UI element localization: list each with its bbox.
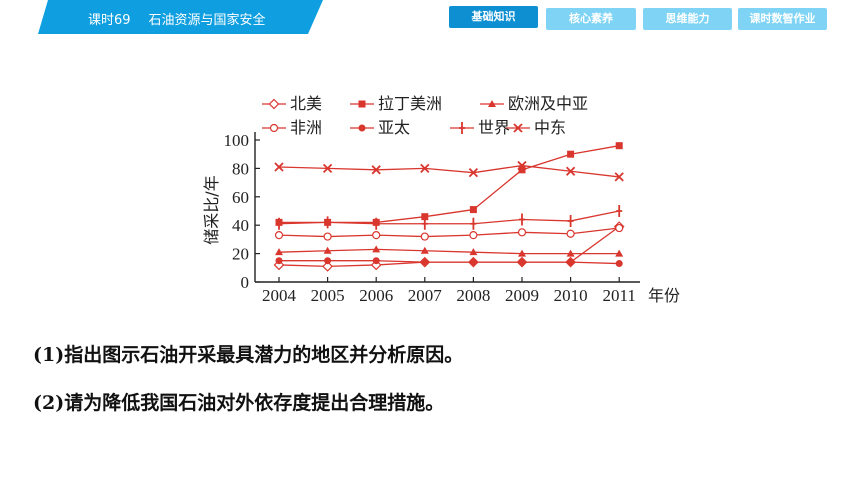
nav-homework-button[interactable]: 课时数智作业 [738, 8, 827, 30]
data-point [615, 223, 624, 233]
y-tick-label: 40 [232, 216, 249, 235]
data-point [470, 217, 477, 230]
data-point [469, 258, 477, 266]
data-point [420, 232, 429, 241]
data-point [371, 165, 381, 175]
nav-thinking-ability-button[interactable]: 思维能力 [643, 8, 732, 30]
legend-entry: 欧洲及中亚 [508, 94, 588, 113]
y-tick-label: 0 [241, 273, 250, 292]
data-point [420, 163, 430, 174]
legend-entry: 中东 [534, 118, 566, 137]
y-tick-label: 80 [232, 159, 249, 178]
data-point [567, 258, 575, 266]
data-point [372, 245, 381, 253]
legend-marker [513, 123, 523, 133]
data-point [469, 206, 477, 214]
x-tick-label: 2006 [359, 286, 393, 305]
data-point [275, 257, 283, 265]
y-tick-label: 100 [224, 131, 250, 150]
data-point [275, 248, 283, 256]
x-tick-label: 2007 [408, 286, 443, 305]
data-point [566, 249, 575, 257]
data-point [468, 168, 479, 178]
data-point [567, 214, 574, 227]
top-bar: 课时69 石油资源与国家安全 基础知识 核心素养 思维能力 课时数智作业 [0, 0, 860, 34]
y-tick-label: 60 [232, 188, 249, 207]
data-point [324, 216, 331, 229]
nav-core-literacy-button[interactable]: 核心素养 [546, 8, 636, 30]
series-line-6 [278, 164, 620, 178]
data-point [566, 229, 575, 238]
data-point [615, 142, 623, 150]
question-2: (2)请为降低我国石油对外依存度提出合理措施。 [33, 392, 445, 414]
legend-entry: 世界 [478, 118, 510, 137]
reserve-production-ratio-chart: 0 20 40 60 80 100 2004 2005 2006 2007 2008 2009 2010… [202, 94, 680, 305]
data-point [322, 163, 333, 174]
x-tick-label: 2004 [262, 286, 297, 305]
series-line-4 [279, 260, 620, 265]
data-point [372, 257, 380, 265]
data-point [421, 217, 428, 230]
series-line-5 [278, 210, 620, 225]
data-point [519, 213, 525, 226]
legend-marker [268, 98, 280, 110]
lesson-tab [38, 0, 323, 34]
legend-marker [269, 123, 279, 133]
x-tick-label: 2009 [505, 286, 539, 305]
data-point [373, 217, 380, 230]
data-point [324, 257, 332, 265]
data-point [518, 258, 526, 266]
legend-entry: 非洲 [290, 118, 322, 137]
data-point [616, 205, 623, 217]
data-point [614, 172, 624, 182]
legend-marker [459, 122, 465, 134]
legend-marker [358, 124, 366, 132]
series-line-2 [278, 248, 620, 255]
data-point [469, 248, 478, 256]
data-point [615, 260, 623, 268]
data-point [421, 258, 429, 266]
data-point [517, 160, 527, 171]
x-tick-label: 2011 [603, 286, 636, 305]
legend-entry: 北美 [290, 94, 322, 113]
data-point [276, 217, 282, 230]
data-point [517, 228, 527, 237]
data-point [518, 166, 526, 174]
lesson-number: 课时69 [88, 13, 131, 28]
legend-marker [358, 100, 366, 108]
data-point [567, 150, 575, 158]
legend-entry: 亚太 [378, 118, 410, 137]
data-point [274, 231, 284, 240]
lesson-title: 石油资源与国家安全 [148, 13, 266, 28]
data-point [420, 246, 429, 254]
data-point [565, 166, 576, 176]
x-tick-label: 2010 [554, 286, 588, 305]
data-point [274, 162, 284, 172]
data-point [518, 249, 526, 257]
y-tick-label: 20 [232, 245, 249, 264]
data-point [322, 261, 333, 272]
series-line-3 [278, 227, 620, 238]
data-point [421, 213, 429, 221]
legend-marker [488, 100, 496, 107]
data-point [323, 232, 332, 241]
data-point [469, 231, 478, 240]
data-point [323, 246, 332, 254]
x-tick-label: 2005 [311, 286, 345, 305]
data-point [372, 231, 381, 240]
data-point [615, 249, 624, 257]
y-axis-label: 储采比/年 [202, 175, 221, 244]
x-tick-label: 2008 [456, 286, 490, 305]
lesson-header: 课时69 石油资源与国家安全 [88, 9, 284, 28]
legend-entry: 拉丁美洲 [378, 94, 442, 113]
x-axis-label: 年份 [648, 286, 680, 305]
nav-basic-knowledge-button[interactable]: 基础知识 [449, 6, 538, 28]
question-1: (1)指出图示石油开采最具潜力的地区并分析原因。 [33, 344, 464, 366]
